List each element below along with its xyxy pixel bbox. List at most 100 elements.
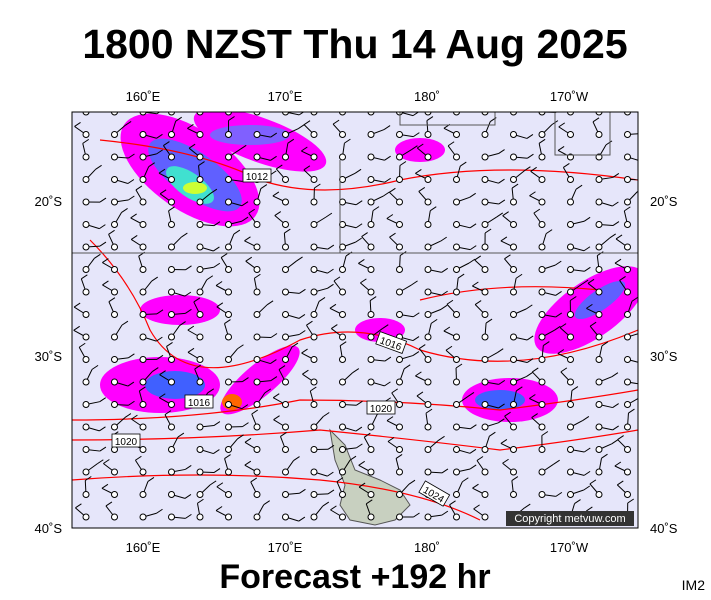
barb-station bbox=[339, 311, 346, 318]
barb-flag bbox=[583, 470, 591, 476]
barb-station bbox=[282, 333, 289, 341]
barb-station bbox=[253, 378, 261, 386]
barb-station bbox=[538, 311, 546, 318]
isobar-label-text: 1020 bbox=[370, 404, 393, 415]
barb-station bbox=[253, 198, 261, 206]
barb-station bbox=[111, 176, 118, 183]
barb-station bbox=[510, 176, 517, 183]
barb-flag bbox=[315, 94, 321, 98]
barb-station bbox=[82, 243, 90, 251]
barb-flag bbox=[274, 211, 282, 216]
barb-station bbox=[168, 446, 175, 453]
barb-station bbox=[82, 446, 90, 453]
barb-station bbox=[168, 176, 175, 183]
barb-flag bbox=[158, 168, 166, 174]
barb-station bbox=[510, 112, 517, 116]
barb-station bbox=[111, 131, 118, 138]
barb-flag bbox=[85, 476, 92, 481]
barb-station bbox=[595, 491, 603, 498]
barb-station bbox=[367, 176, 375, 183]
barb-flag bbox=[468, 258, 476, 264]
barb-station bbox=[225, 288, 232, 296]
barb-station bbox=[396, 423, 403, 431]
barb-flag bbox=[384, 356, 392, 362]
barb-station bbox=[196, 423, 204, 431]
barb-flag bbox=[449, 500, 456, 506]
barb-flag bbox=[73, 302, 81, 308]
barb-station bbox=[196, 356, 204, 363]
barb-station bbox=[282, 513, 289, 521]
barb-station bbox=[111, 401, 118, 408]
barb-flag bbox=[583, 447, 591, 453]
barb-flag bbox=[131, 414, 138, 420]
barb-station bbox=[253, 131, 261, 138]
barb-station bbox=[225, 356, 232, 363]
barb-flag bbox=[560, 367, 568, 373]
barb-station bbox=[367, 266, 375, 273]
barb-station bbox=[567, 333, 574, 341]
barb-flag bbox=[415, 371, 422, 377]
barb-station bbox=[168, 131, 175, 138]
barb-flag bbox=[571, 386, 579, 391]
barb-stem bbox=[597, 112, 599, 113]
barb-station bbox=[139, 378, 147, 386]
barb-station bbox=[310, 221, 318, 228]
barb-flag bbox=[455, 363, 463, 369]
barb-station bbox=[196, 266, 204, 273]
barb-flag bbox=[504, 411, 511, 417]
barb-station bbox=[624, 112, 631, 116]
barb-station bbox=[481, 311, 489, 318]
barb-station bbox=[82, 288, 90, 296]
barb-station bbox=[595, 221, 603, 228]
barb-station bbox=[624, 423, 631, 431]
barb-station bbox=[82, 221, 90, 228]
barb-station bbox=[339, 513, 346, 521]
barb-station bbox=[595, 356, 603, 363]
barb-flag bbox=[447, 141, 455, 147]
isobar-label-text: 1020 bbox=[115, 437, 138, 448]
barb-station bbox=[424, 266, 432, 273]
barb-flag bbox=[569, 296, 577, 301]
barb-flag bbox=[413, 512, 420, 518]
barb-station bbox=[510, 423, 517, 431]
barb-station bbox=[168, 266, 175, 273]
barb-flag bbox=[184, 291, 192, 297]
barb-station bbox=[453, 468, 460, 476]
barb-flag bbox=[355, 237, 362, 243]
barb-station bbox=[82, 266, 90, 273]
barb-flag bbox=[374, 94, 380, 98]
barb-flag bbox=[587, 278, 595, 284]
barb-flag bbox=[596, 251, 604, 257]
barb-station bbox=[139, 423, 147, 431]
barb-station bbox=[282, 491, 289, 498]
barb-station bbox=[225, 266, 232, 273]
barb-flag bbox=[101, 483, 109, 489]
barb-flag bbox=[220, 253, 228, 258]
barb-flag bbox=[498, 403, 505, 409]
barb-flag bbox=[612, 403, 619, 408]
barb-flag bbox=[156, 354, 164, 360]
barb-station bbox=[367, 446, 375, 453]
isobar-label: 1020 bbox=[366, 400, 396, 415]
barb-station bbox=[282, 131, 289, 138]
barb-flag bbox=[327, 244, 335, 250]
barb-station bbox=[595, 112, 603, 116]
barb-flag bbox=[270, 155, 277, 161]
barb-flag bbox=[207, 388, 215, 394]
barb-flag bbox=[413, 312, 420, 318]
barb-flag bbox=[489, 431, 496, 437]
barb-station bbox=[253, 468, 261, 476]
barb-station bbox=[424, 153, 432, 161]
barb-station bbox=[139, 266, 147, 273]
barb-flag bbox=[498, 178, 505, 184]
barb-flag bbox=[75, 503, 82, 509]
barb-flag bbox=[478, 96, 484, 100]
barb-station bbox=[168, 491, 175, 498]
barb-flag bbox=[472, 281, 479, 287]
barb-station bbox=[567, 112, 574, 116]
barb-flag bbox=[628, 408, 635, 414]
barb-station bbox=[481, 221, 489, 228]
barb-station bbox=[168, 513, 175, 521]
barb-station bbox=[453, 288, 460, 296]
barb-flag bbox=[555, 312, 563, 318]
